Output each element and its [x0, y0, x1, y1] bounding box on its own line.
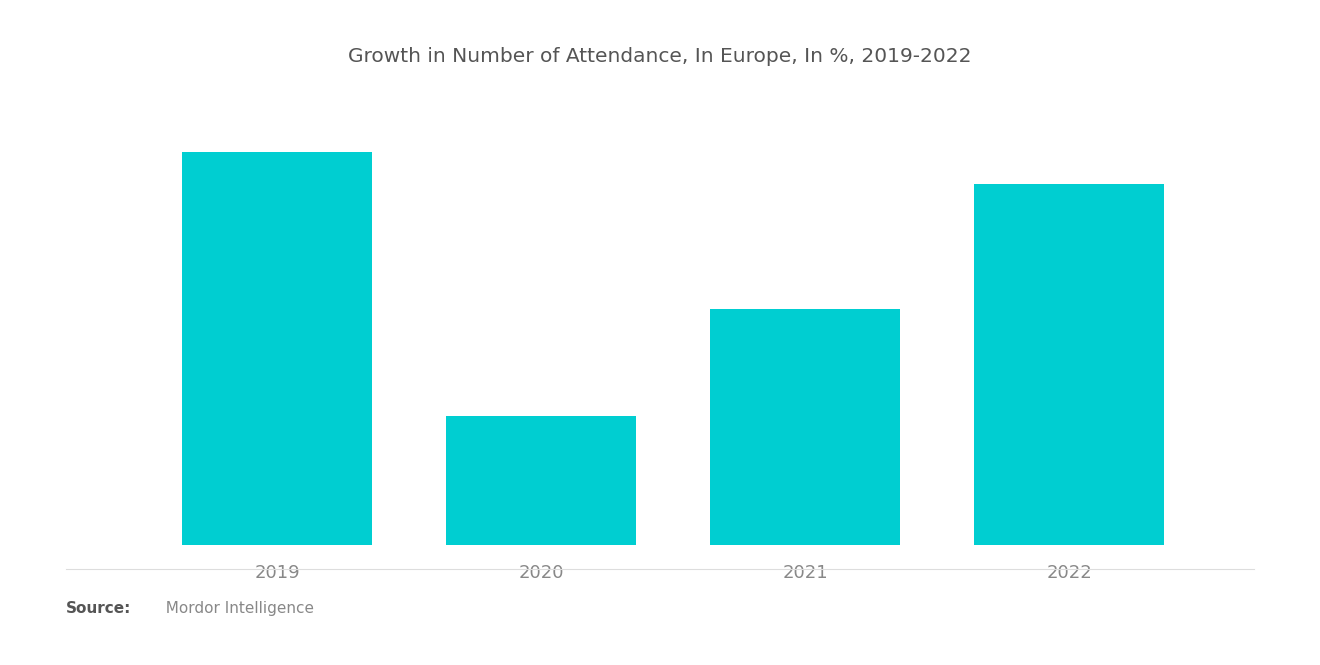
Bar — [710, 309, 900, 545]
Text: Source:: Source: — [66, 601, 132, 616]
Bar — [182, 152, 372, 545]
Bar — [446, 416, 636, 545]
Text: Growth in Number of Attendance, In Europe, In %, 2019-2022: Growth in Number of Attendance, In Europ… — [348, 47, 972, 66]
Text: Mordor Intelligence: Mordor Intelligence — [156, 601, 314, 616]
Bar — [974, 184, 1164, 545]
